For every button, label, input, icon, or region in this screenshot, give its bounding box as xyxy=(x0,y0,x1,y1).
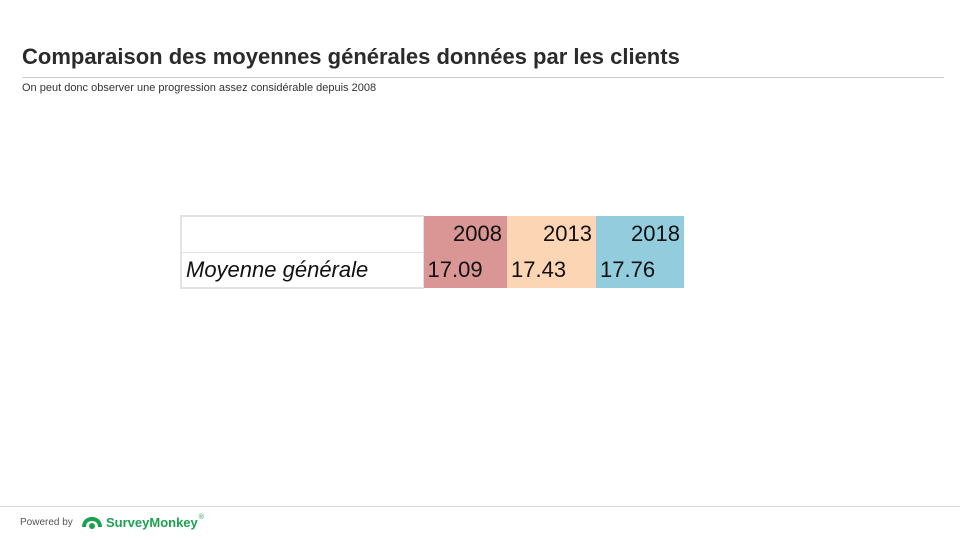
table-header-row: 2008 2013 2018 xyxy=(180,215,684,252)
page-title: Comparaison des moyennes générales donné… xyxy=(22,44,680,69)
page-subtitle: On peut donc observer une progression as… xyxy=(22,82,377,94)
value-2008: 17.09 xyxy=(423,252,507,288)
value-2018: 17.76 xyxy=(596,252,684,288)
surveymonkey-logo[interactable]: SurveyMonkey ® xyxy=(81,514,204,530)
footer-divider xyxy=(0,506,960,507)
year-header-2013: 2013 xyxy=(507,216,596,252)
summary-table-container: 2008 2013 2018 Moyenne générale 17.09 17… xyxy=(180,215,684,289)
powered-by-text: Powered by xyxy=(20,517,73,528)
title-divider xyxy=(22,77,944,78)
table-row: Moyenne générale 17.09 17.43 17.76 xyxy=(180,251,684,289)
table-corner-cell xyxy=(180,215,424,252)
registered-mark: ® xyxy=(198,514,204,521)
summary-table: 2008 2013 2018 Moyenne générale 17.09 17… xyxy=(180,215,684,289)
year-header-2018: 2018 xyxy=(596,216,684,252)
surveymonkey-icon xyxy=(82,517,102,529)
brand-name: SurveyMonkey xyxy=(106,514,198,530)
year-header-2008: 2008 xyxy=(423,216,507,252)
value-2013: 17.43 xyxy=(507,252,596,288)
row-label-moyenne: Moyenne générale xyxy=(180,251,424,289)
